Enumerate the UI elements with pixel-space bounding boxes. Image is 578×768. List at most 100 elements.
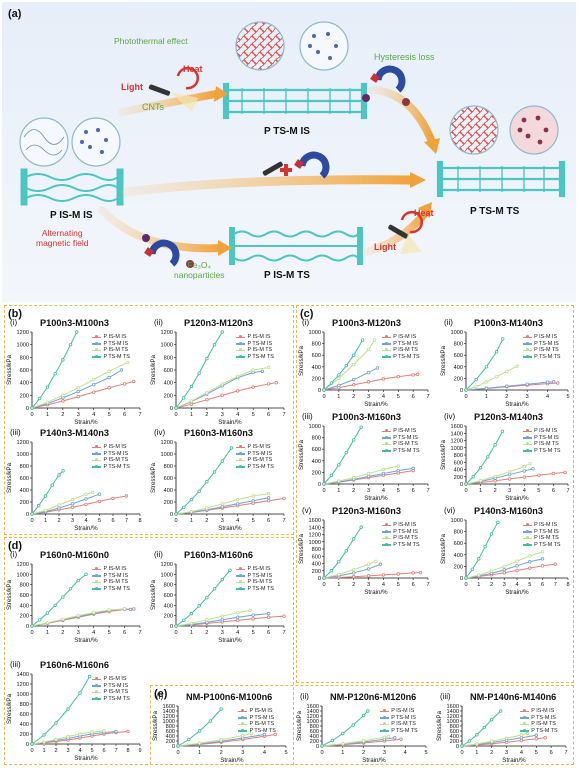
x-tick-label: 4 (78, 748, 81, 754)
data-point (329, 473, 334, 477)
data-point (490, 717, 494, 722)
data-point (515, 564, 519, 568)
chart-title: NM-P120n6-M120n6 (330, 692, 417, 702)
y-tick-label: 200 (164, 393, 173, 399)
chart-legend: P IS-M IS P TS-M IS P IS-M TS P TS-M TS (236, 334, 274, 360)
legend-entry: P TS-M TS (92, 464, 130, 471)
data-point (359, 425, 363, 429)
data-point (70, 505, 75, 510)
magnify-circle-mid-2 (299, 21, 349, 71)
legend-entry: P IS-M IS (238, 708, 275, 715)
legend-swatch (382, 335, 392, 339)
legend-label: P TS-M TS (103, 585, 130, 592)
series-line (31, 493, 100, 515)
legend-swatch (236, 567, 246, 571)
data-point (341, 742, 345, 746)
y-tick-label: 1400 (447, 709, 459, 715)
x-tick-label: 3 (221, 518, 224, 524)
data-point (97, 492, 102, 496)
x-tick-label: 1 (485, 394, 488, 400)
data-point (76, 386, 80, 390)
y-axis-label: Stress/kPa (6, 579, 13, 609)
data-point (475, 742, 479, 746)
y-tick-label: 400 (454, 553, 463, 559)
data-point (399, 737, 403, 741)
y-tick-label: 1000 (309, 424, 321, 430)
y-tick-label: 600 (20, 593, 29, 599)
x-tick-label: 6 (123, 412, 126, 418)
legend-entry: P TS-M TS (238, 728, 276, 735)
legend-label: P TS-M IS (103, 340, 129, 347)
legend-swatch (382, 435, 392, 439)
data-point (132, 607, 136, 611)
data-point (359, 525, 363, 529)
legend-swatch (92, 690, 102, 694)
legend-entry: P TS-M TS (523, 542, 560, 549)
data-point (212, 342, 217, 347)
legend-swatch (523, 348, 533, 352)
data-point (220, 393, 224, 398)
data-point (505, 369, 509, 374)
chart-title: P100n3-M100n3 (40, 318, 109, 328)
data-point (352, 567, 356, 572)
legend-label: P TS-M IS (534, 340, 559, 347)
data-point (381, 467, 386, 472)
legend-label: P IS-M IS (534, 334, 558, 340)
stress-strain-chart: (vi) P140n3-M160n3 0 1 2 3 4 5 6 7 8 0 200 400 600 800 1… (440, 506, 574, 596)
chart-subpanel-label: (iv) (154, 428, 166, 437)
data-point (68, 587, 73, 591)
data-point (505, 384, 509, 388)
y-tick-label: 0 (456, 744, 459, 750)
magnet-2-icon (280, 151, 330, 179)
legend-swatch (523, 335, 533, 339)
legend-swatch (236, 451, 246, 455)
x-tick-label: 0 (30, 630, 33, 636)
x-axis-label: Strain/% (74, 755, 98, 762)
heat-arrow-1-icon (176, 66, 199, 90)
legend-entry: P IS-M IS (92, 334, 129, 341)
y-tick-label: 1000 (161, 343, 173, 349)
data-point (91, 490, 95, 495)
y-tick-label: 200 (312, 376, 321, 382)
chart-title: NM-P100n6-M100n6 (186, 692, 273, 702)
data-point (341, 731, 345, 736)
legend-label: P TS-M TS (393, 353, 420, 360)
legend-swatch (236, 458, 246, 462)
stress-strain-chart: (iii) NM-P140n6-M140n6 0 1 2 3 4 5 6 7 0 200 400 600 8… (436, 692, 572, 764)
y-tick-label: 400 (20, 488, 29, 494)
legend-entry: P IS-M IS (92, 566, 129, 573)
data-point (68, 342, 73, 347)
y-tick-label: 200 (20, 614, 29, 620)
legend-entry: P TS-M IS (92, 451, 129, 458)
x-tick-label: 3 (367, 394, 370, 400)
y-tick-label: 1000 (309, 330, 321, 336)
data-point (322, 388, 326, 392)
series-line (31, 731, 117, 745)
data-point (329, 569, 334, 573)
chart-title: P140n3-M160n3 (474, 506, 543, 516)
x-tick-label: 6 (552, 488, 555, 494)
data-point (43, 508, 48, 513)
legend-swatch (92, 348, 102, 352)
x-tick-label: 5 (252, 412, 255, 418)
legend-swatch (236, 580, 246, 584)
chart-subpanel-label: (iii) (302, 412, 313, 421)
data-point (266, 496, 271, 500)
data-point (502, 568, 506, 572)
legend-entry: P TS-M IS (380, 715, 417, 722)
legend-entry: P IS-M IS (523, 334, 560, 341)
legend-label: P IS-M TS (393, 347, 418, 354)
y-tick-label: 400 (450, 734, 459, 740)
data-point (124, 494, 129, 498)
legend-entry: P TS-M IS (92, 341, 129, 348)
x-tick-label: 9 (138, 748, 141, 754)
x-tick-label: 2 (352, 488, 355, 494)
x-tick-label: 3 (505, 750, 508, 756)
x-tick-label: 7 (282, 630, 285, 636)
x-axis-label: Strain/% (502, 757, 526, 764)
chart-legend: P IS-M IS P TS-M IS P IS-M TS P TS-M TS (236, 444, 274, 470)
data-point (75, 330, 79, 334)
x-tick-label: 2 (61, 630, 64, 636)
y-axis-label: Stress/kPa (440, 345, 447, 375)
series-line (465, 431, 503, 485)
